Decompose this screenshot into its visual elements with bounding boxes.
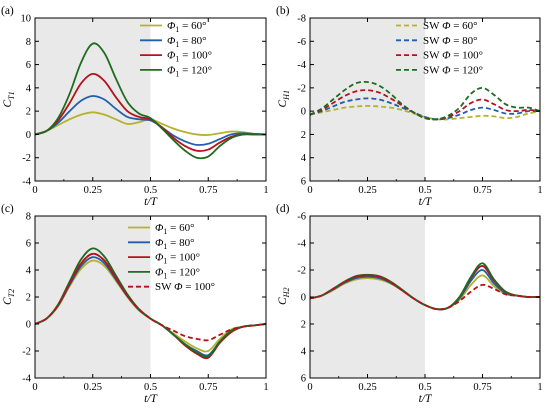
x-axis-label: t/T [419,393,433,405]
series-line-1 [310,97,540,121]
y-axis-label: CT2 [2,289,16,305]
legend-entry: Φ1 = 60° [167,20,206,34]
y-tick-label: -4 [22,177,31,188]
panel-b: 0 0.25 0.5 0.75 1 -8 -6 -4 -2 0 2 4 6 (b) t/T CH1 SW Φ =… [276,5,543,208]
x-tick-label: 0.5 [418,185,431,196]
shaded-region [35,18,151,181]
y-tick-label: -4 [297,60,306,71]
x-tick-label: 0.75 [199,382,217,393]
y-tick-label: 6 [26,239,31,250]
y-tick-label: 6 [301,177,306,188]
series-line-2 [35,72,266,152]
x-tick-label: 0 [32,382,37,393]
y-tick-label: 6 [301,374,306,385]
y-tick-label: 0 [301,107,306,118]
x-tick-label: 0.25 [84,185,102,196]
y-tick-label: -4 [297,239,306,250]
x-tick-label: 0.5 [418,382,431,393]
y-tick-label: -2 [297,266,306,277]
y-tick-label: 8 [26,212,31,223]
legend: Φ1 = 60°Φ1 = 80°Φ1 = 100°Φ1 = 120° [140,20,212,78]
y-tick-label: -2 [297,83,306,94]
legend-entry: Φ1 = 80° [167,35,206,49]
x-tick-label: 0 [307,185,312,196]
x-tick-label: 1 [263,382,268,393]
x-axis-label: t/T [144,393,158,405]
series-line-0 [310,104,540,121]
x-tick-label: 0.25 [84,382,102,393]
shaded-region [35,216,151,378]
y-tick-label: 2 [26,293,31,304]
legend-entry: Φ1 = 80° [155,237,194,251]
x-tick-label: 0.5 [144,382,157,393]
legend-entry: Φ1 = 100° [167,50,212,64]
y-tick-label: -2 [22,153,31,164]
y-tick-label: 4 [301,347,307,358]
y-tick-label: 4 [26,266,32,277]
series-line-3 [35,42,266,160]
legend: SW Φ = 60° SW Φ = 80° SW Φ = 100° SW Φ = 12… [396,20,483,76]
legend-entry: Φ1 = 120° [167,64,212,78]
legend-entry: SW Φ = 60° [423,20,478,32]
series-line-4 [310,274,540,311]
y-tick-label: 4 [26,83,32,94]
y-tick-label: 2 [26,107,31,118]
panel-label: (d) [276,203,290,215]
y-tick-label: 4 [301,153,307,164]
legend-entry: SW Φ = 100° [423,50,483,62]
x-axis-label: t/T [419,196,433,208]
legend-entry: Φ1 = 100° [155,252,200,266]
panel-a: 0 0.25 0.5 0.75 1 -4 -2 0 2 4 6 8 10 (a) t/T CT1 Φ1 = 60… [1,5,269,208]
x-tick-label: 0.5 [144,185,157,196]
legend-entry: SW Φ = 80° [423,35,478,47]
panel-label: (b) [276,5,290,17]
x-tick-label: 0.25 [358,185,376,196]
series-line-2 [310,89,540,121]
series-line-3 [310,80,540,121]
shaded-region [310,216,425,378]
y-tick-label: -4 [22,374,31,385]
legend-entry: Φ1 = 60° [155,222,194,236]
legend-entry: SW Φ = 120° [423,64,483,76]
series-line-1 [35,95,266,146]
shaded-region [310,18,425,181]
x-tick-label: 0 [307,382,312,393]
x-tick-label: 1 [537,382,542,393]
y-tick-label: 8 [26,37,31,48]
x-tick-label: 0.75 [199,185,217,196]
x-tick-label: 0 [32,185,37,196]
panel-label: (a) [1,5,14,17]
y-tick-label: -6 [297,212,306,223]
y-tick-label: 2 [301,320,306,331]
legend-entry: Φ1 = 120° [155,266,200,280]
x-tick-label: 0.75 [473,382,491,393]
x-axis-label: t/T [144,196,158,208]
y-tick-label: 10 [21,14,32,25]
x-tick-label: 1 [263,185,268,196]
panel-label: (c) [1,203,14,215]
x-tick-label: 0.75 [473,185,491,196]
legend-entry: SW Φ = 100° [155,281,215,293]
y-tick-label: 0 [301,293,306,304]
y-axis-label: CH1 [277,90,291,107]
y-tick-label: 6 [26,60,31,71]
y-tick-label: -2 [22,347,31,358]
y-tick-label: 0 [26,320,31,331]
legend: Φ1 = 60°Φ1 = 80°Φ1 = 100°Φ1 = 120°SW Φ =… [128,222,215,293]
y-axis-label: CT1 [2,91,16,107]
panel-d: 0 0.25 0.5 0.75 1 -6 -4 -2 0 2 4 6 (d) t/T CH2 [276,203,543,405]
y-tick-label: 2 [301,130,306,141]
x-tick-label: 1 [537,185,542,196]
y-tick-label: -6 [297,37,306,48]
y-tick-label: 0 [26,130,31,141]
y-tick-label: -8 [297,14,306,25]
y-axis-label: CH2 [277,288,291,305]
x-tick-label: 0.25 [358,382,376,393]
series-line-3 [35,247,266,358]
series-line-4 [35,252,266,342]
